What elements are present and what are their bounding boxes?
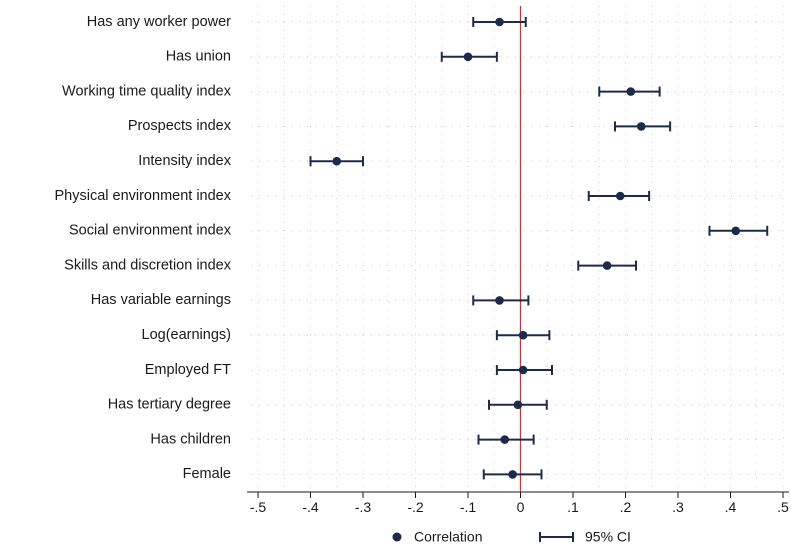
correlation-point [500,435,510,444]
correlation-point [332,156,342,166]
category-label: Physical environment index [54,188,231,204]
legend-ci-label: 95% CI [585,529,631,545]
category-labels: Has any worker power Has union Working tim… [54,14,231,482]
x-tick-label: -.5 [250,499,267,515]
correlation-point [602,261,612,270]
correlation-point [513,400,523,410]
x-tick-label: -.3 [355,499,372,515]
category-label: Has any worker power [87,14,231,30]
category-label: Has union [166,49,231,65]
correlation-point [495,17,504,27]
x-tick-label: -.2 [407,499,424,515]
correlation-point [495,296,504,305]
correlation-point [636,122,646,131]
data-marks [309,17,769,480]
correlation-point [508,470,517,479]
correlation-point [463,52,473,62]
category-label: Intensity index [138,153,231,169]
correlation-point [518,365,528,375]
category-label: Employed FT [145,362,231,378]
legend-correlation-label: Correlation [414,529,482,545]
correlation-point [731,226,741,236]
legend: Correlation 95% CI [392,529,631,545]
x-tick-label: -.4 [302,499,319,515]
category-label: Has tertiary degree [108,397,231,413]
category-label: Social environment index [69,223,232,239]
x-tick-label: -.1 [460,499,477,515]
x-tick-label: .2 [620,499,632,515]
category-label: Has children [150,431,231,447]
x-tick-label: .4 [725,499,737,515]
correlation-point [518,330,528,340]
category-label: Log(earnings) [142,327,231,343]
x-axis-ticks: -.5 -.4 -.3 -.2 -.1 0 .1 .2 .3 .4 .5 [250,492,789,515]
legend-correlation-marker [392,532,402,542]
category-label: Skills and discretion index [64,257,232,273]
correlation-point [615,191,625,201]
category-label: Working time quality index [62,83,232,99]
x-tick-label: .3 [672,499,684,515]
category-label: Prospects index [128,118,232,134]
grid-layer [251,6,787,487]
x-tick-label: .5 [777,499,789,515]
correlation-point [626,87,636,96]
x-tick-label: .1 [567,499,579,515]
category-label: Has variable earnings [91,292,231,308]
x-tick-label: 0 [517,499,525,515]
category-label: Female [183,466,231,482]
legend-ci-marker [539,532,574,542]
